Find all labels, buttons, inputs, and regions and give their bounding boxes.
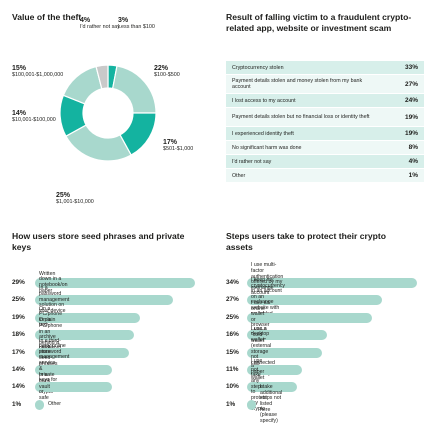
seed-bar bbox=[35, 399, 44, 410]
seed-category-label: In a bank vault or safe bbox=[39, 372, 51, 401]
seed-value-label: 14% bbox=[12, 366, 25, 373]
seed-title: How users store seed phrases and private… bbox=[12, 231, 185, 252]
row-value: 33% bbox=[404, 64, 418, 71]
seed-value-label: 17% bbox=[12, 348, 25, 356]
protect-value-label: 10% bbox=[226, 383, 239, 391]
row-value: 8% bbox=[408, 144, 418, 151]
row-value: 19% bbox=[404, 130, 418, 137]
donut-chart bbox=[59, 64, 157, 162]
row-label: Cryptocurrency stolen bbox=[232, 64, 284, 71]
protect-category-label: I use an online wallet or browser plugin bbox=[251, 300, 270, 334]
row-label: I'd rather not say bbox=[232, 158, 272, 165]
seed-bar bbox=[35, 347, 129, 358]
row-label: I experienced identity theft bbox=[232, 130, 294, 137]
row-label: Other bbox=[232, 172, 246, 179]
seed-category-label: Other bbox=[48, 401, 61, 407]
protect-value-label: 34% bbox=[226, 279, 239, 286]
protect-value-label: 16% bbox=[226, 331, 239, 339]
protect-value-label: 25% bbox=[226, 313, 239, 321]
protect-bar bbox=[247, 382, 297, 393]
donut-slice-rather-not-say bbox=[95, 64, 109, 90]
seed-value-label: 14% bbox=[12, 383, 25, 391]
row-label: Payment details stolen but no financial … bbox=[232, 114, 370, 120]
row-value: 27% bbox=[404, 80, 418, 88]
protect-value-label: 1% bbox=[226, 400, 236, 408]
protect-bar-chart: 34% I use multi-factor authentication off… bbox=[226, 263, 431, 424]
seed-bar bbox=[35, 330, 134, 341]
table-title: Result of falling victim to a fraudulent… bbox=[226, 12, 412, 33]
protect-bar bbox=[247, 295, 382, 306]
seed-bar bbox=[35, 278, 195, 288]
donut-slice-100-500 bbox=[111, 65, 157, 114]
seed-bar bbox=[35, 365, 112, 375]
seed-value-label: 25% bbox=[12, 296, 25, 304]
slice-label-100001-1000000: 15% $100,001-$1,000,000 bbox=[12, 65, 64, 79]
table-row: Payment details stolen but no financial … bbox=[226, 108, 424, 127]
seed-bar bbox=[35, 312, 140, 323]
protect-bar bbox=[247, 399, 256, 410]
protect-bar bbox=[247, 312, 372, 323]
seed-bar bbox=[35, 295, 173, 306]
row-label: I lost access to my account bbox=[232, 97, 296, 104]
table-row: I'd rather not say 4% bbox=[226, 155, 424, 169]
slice-label-1001-10000: 25% $1,001-$10,000 bbox=[56, 192, 94, 206]
slice-label-501-1000: 17% $501-$1,000 bbox=[163, 139, 194, 153]
protect-category-label: I take additional steps not listed here … bbox=[260, 384, 283, 424]
seed-category-label: In a password management solution on you… bbox=[39, 285, 70, 314]
slice-label-less-than-100: 3% Less than $100 bbox=[118, 17, 155, 31]
table-row: Cryptocurrency stolen 33% bbox=[226, 61, 424, 75]
protect-title: Steps users take to protect their crypto… bbox=[226, 231, 386, 252]
seed-value-label: 1% bbox=[12, 400, 22, 408]
protect-value-label: 15% bbox=[226, 348, 239, 356]
slice-label-100-500: 22% $100-$500 bbox=[154, 65, 180, 79]
protect-value-label: 27% bbox=[226, 296, 239, 304]
table-row: Payment details stolen and money stolen … bbox=[226, 75, 424, 94]
protect-value-label: 11% bbox=[226, 366, 239, 373]
seed-value-label: 18% bbox=[12, 331, 25, 339]
slice-label-rather-not-say: 4% I'd rather not say bbox=[80, 17, 120, 31]
row-value: 1% bbox=[408, 172, 418, 179]
row-label: No significant harm was done bbox=[232, 144, 302, 151]
table-row: I experienced identity theft 19% bbox=[226, 127, 424, 141]
seed-value-label: 19% bbox=[12, 313, 25, 321]
pie-title: Value of the theft bbox=[12, 12, 82, 22]
table-row: I lost access to my account 24% bbox=[226, 94, 424, 108]
protect-bar bbox=[247, 330, 327, 341]
row-value: 24% bbox=[404, 97, 418, 104]
seed-bar bbox=[35, 382, 112, 393]
seed-value-label: 29% bbox=[12, 279, 25, 286]
row-value: 19% bbox=[404, 113, 418, 121]
donut-slice-100001-1000000 bbox=[62, 65, 103, 105]
row-label: Payment details stolen and money stolen … bbox=[232, 78, 363, 90]
protect-bar bbox=[247, 278, 417, 288]
protect-bar bbox=[247, 347, 322, 358]
table-row: Other 1% bbox=[226, 169, 424, 183]
results-table: Cryptocurrency stolen 33% Payment details… bbox=[226, 61, 424, 183]
table-row: No significant harm was done 8% bbox=[226, 141, 424, 155]
protect-category-label: I use a "cold wallet" (external storage … bbox=[251, 327, 275, 377]
protect-bar bbox=[247, 365, 302, 375]
seed-bar-chart: 29% Written down in a notebook/on paper 25… bbox=[12, 271, 212, 413]
slice-label-10001-100000: 14% $10,001-$100,000 bbox=[12, 110, 56, 124]
row-value: 4% bbox=[408, 158, 418, 165]
